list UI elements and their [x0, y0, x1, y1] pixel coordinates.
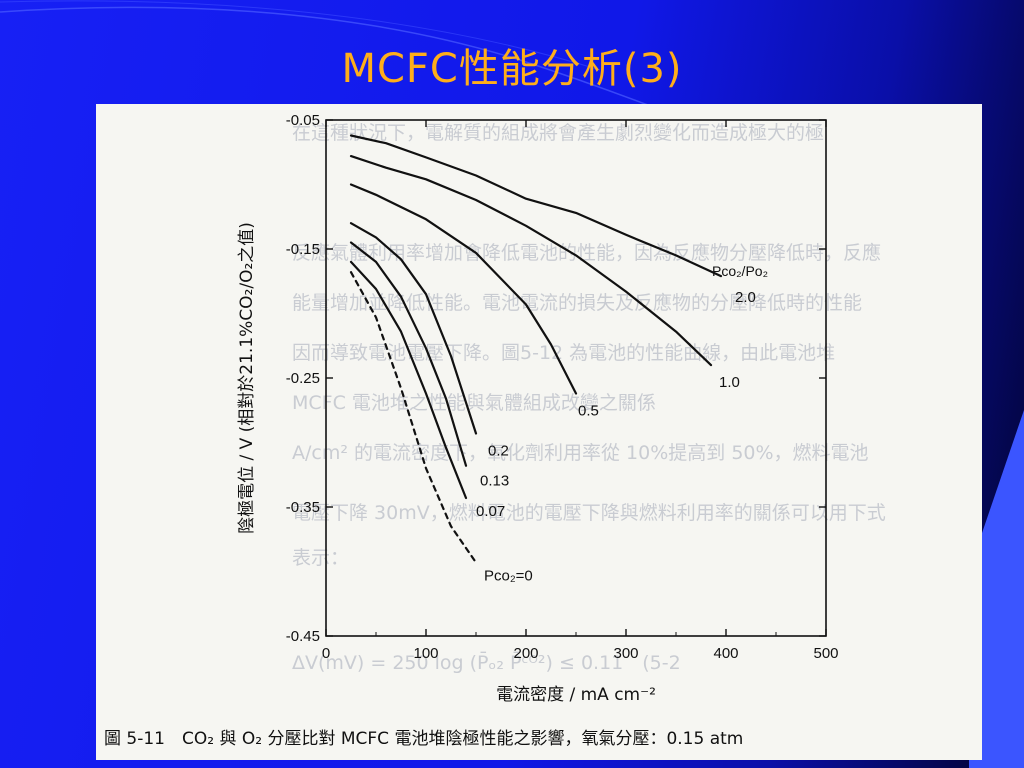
x-tick-label: 400	[713, 645, 738, 662]
background-text-row: 表示：	[292, 547, 349, 569]
series-line	[349, 271, 478, 564]
x-axis-label: 電流密度 / mA cm⁻²	[496, 685, 656, 705]
slide-title: MCFC性能分析(3)	[341, 46, 683, 92]
x-tick-label: 100	[413, 645, 438, 662]
chart-series: 2.0 1.0 0.5 0.2 0.13 0.07 Pco₂=0 Pco₂/Po₂	[349, 134, 768, 584]
series-label: Pco₂=0	[484, 567, 533, 584]
series-label: 2.0	[735, 289, 756, 306]
background-text-row: 電壓下降 30mV，燃料電池的電壓下降與燃料利用率的關係可以用下式	[292, 502, 886, 524]
background-text-row: 因而導致電池電壓下降。圖5-12 為電池的性能曲線，由此電池堆	[292, 342, 835, 364]
chart-axes: 0 100 200 300 400 500 -0.05 -0.15 -0.25 -0.35 -0.4…	[286, 112, 839, 662]
series-label: 0.13	[480, 473, 509, 490]
background-text-row: 在這種狀況下，電解質的組成將會產生劇烈變化而造成極大的極	[292, 122, 824, 144]
y-tick-label: -0.35	[286, 499, 320, 516]
background-text-row: ΔV(mV) = 250 log (P̄ₒ₂ P̄ᶜᴼ²) ≤ 0.11 (5-…	[292, 650, 681, 674]
background-text-row: 反應氣體利用率增加會降低電池的性能，因為反應物分壓降低時，反應	[292, 241, 881, 264]
series-label: 0.2	[488, 442, 509, 459]
chart-svg: 在這種狀況下，電解質的組成將會產生劇烈變化而造成極大的極反應氣體利用率增加會降低…	[104, 112, 886, 749]
series-line	[349, 241, 468, 467]
series-line	[349, 134, 723, 278]
y-tick-label: -0.15	[286, 241, 320, 258]
series-line	[349, 222, 478, 435]
y-tick-label: -0.45	[286, 628, 320, 645]
background-text-row: MCFC 電池堆之性能與氣體組成改變之關係	[292, 392, 656, 414]
series-line	[349, 183, 578, 395]
figure-caption: 圖 5-11 CO₂ 與 O₂ 分壓比對 MCFC 電池堆陰極性能之影響，氧氣分…	[104, 729, 743, 749]
legend-title: Pco₂/Po₂	[712, 263, 768, 279]
series-label: 0.5	[578, 402, 599, 419]
series-line	[349, 155, 713, 367]
series-label: 1.0	[719, 374, 740, 391]
background-text-row: 能量增加並降低性能。電池電流的損失及反應物的分壓降低時的性能	[292, 291, 862, 314]
series-line	[349, 260, 468, 500]
background-scan-text: 在這種狀況下，電解質的組成將會產生劇烈變化而造成極大的極反應氣體利用率增加會降低…	[292, 122, 886, 674]
x-tick-label: 200	[513, 645, 538, 662]
x-tick-label: 300	[613, 645, 638, 662]
x-tick-label: 500	[813, 645, 838, 662]
plot-frame	[325, 119, 827, 637]
y-axis-label: 陰極電位 / V (相對於21.1%CO₂/O₂之值)	[237, 222, 257, 534]
y-tick-label: -0.05	[286, 112, 320, 129]
series-label: 0.07	[476, 503, 505, 520]
x-tick-label: 0	[322, 645, 330, 662]
chart-figure: 在這種狀況下，電解質的組成將會產生劇烈變化而造成極大的極反應氣體利用率增加會降低…	[96, 104, 982, 760]
y-tick-label: -0.25	[286, 370, 320, 387]
background-text-row: A/cm² 的電流密度下，氧化劑利用率從 10%提高到 50%，燃料電池	[292, 442, 869, 464]
